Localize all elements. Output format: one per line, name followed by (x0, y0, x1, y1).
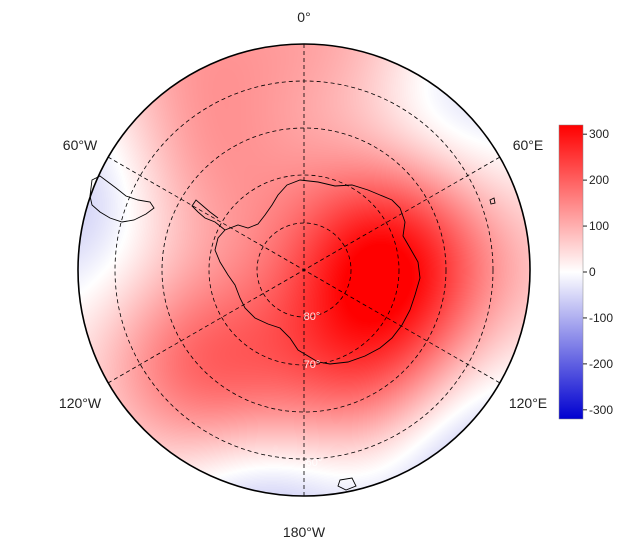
lon-label-60e: 60°E (513, 137, 544, 153)
lat-label-60: 60° (306, 457, 323, 469)
colorbar-tick-label: 300 (589, 127, 609, 141)
south-america-coastline (89, 175, 155, 223)
lon-labels: 0° 60°E 120°E 180°W 120°W 60°W (59, 9, 547, 540)
colorbar-tick-label: 0 (589, 265, 596, 279)
small-island-2 (489, 197, 496, 205)
antarctica-coastline (214, 179, 421, 365)
lon-label-120e: 120°E (509, 395, 547, 411)
colorbar-tick-label: -200 (589, 357, 613, 371)
colorbar: 300 200 100 0 -100 -200 -300 (558, 124, 613, 420)
antarctic-peninsula (191, 199, 226, 231)
colorbar-tick-label: -100 (589, 311, 613, 325)
graticule (107, 44, 501, 496)
lon-label-120w: 120°W (59, 395, 102, 411)
colorbar-gradient (558, 124, 584, 420)
lat-labels: 80° 70° 60° (304, 311, 323, 469)
colorbar-tick-label: 100 (589, 219, 609, 233)
meridian-120-300 (107, 156, 501, 384)
lat-label-70: 70° (304, 359, 321, 371)
lat-label-80: 80° (304, 311, 321, 323)
colorbar-tick-label: -300 (589, 403, 613, 417)
coastlines (89, 175, 496, 491)
lon-label-0: 0° (297, 9, 310, 25)
map-boundary (77, 43, 531, 497)
lon-label-60w: 60°W (63, 137, 98, 153)
lat-circle-70 (208, 174, 400, 366)
colorbar-tick-label: 200 (589, 173, 609, 187)
lon-label-180: 180°W (283, 524, 326, 540)
small-island-1 (337, 477, 357, 491)
